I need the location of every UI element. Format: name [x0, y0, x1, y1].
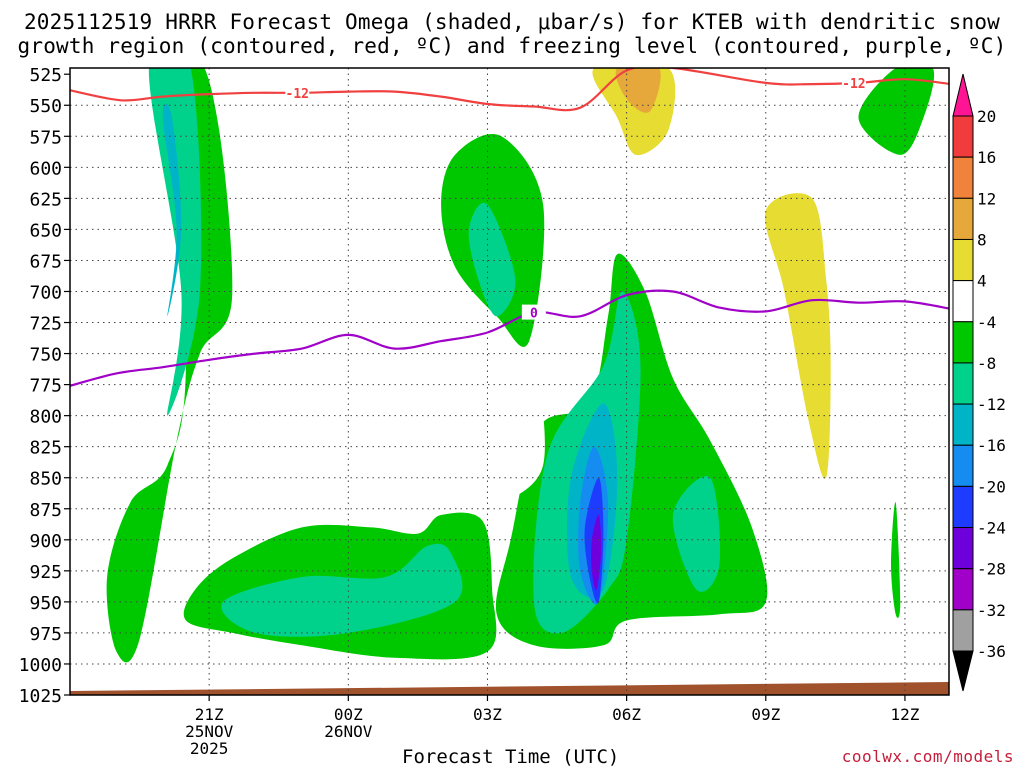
x-tick-label: 06Z — [612, 705, 641, 724]
x-tick-label: 12Z — [890, 705, 919, 724]
y-tick-label: 800 — [29, 407, 62, 428]
omega-region-upper-right-blob — [858, 68, 935, 155]
omega-region-lower-mid-blob — [393, 357, 545, 505]
colorbar-label: 16 — [977, 148, 996, 167]
dendritic-contour-line — [70, 68, 949, 112]
freezing-contour-line — [70, 289, 949, 387]
y-tick-label: 925 — [29, 562, 62, 583]
y-tick-label: 975 — [29, 624, 62, 645]
y-tick-label: 850 — [29, 469, 62, 490]
x-tick-label: 21Z — [195, 705, 224, 724]
omega-region-right-sliver — [891, 502, 901, 619]
omega-region-lower-left-core — [221, 543, 463, 637]
y-tick-label: 725 — [29, 314, 62, 335]
colorbar-swatch — [952, 156, 974, 199]
x-axis-label: Forecast Time (UTC) — [402, 746, 620, 768]
y-tick-label: 825 — [29, 438, 62, 459]
colorbar-swatch — [952, 115, 974, 158]
colorbar-label: -32 — [977, 601, 1006, 620]
x-tick-label: 00Z — [334, 705, 363, 724]
site-credit[interactable]: coolwx.com/models — [841, 747, 1014, 766]
y-tick-label: 875 — [29, 500, 62, 521]
colorbar-label: -20 — [977, 477, 1006, 496]
x-date-label: 25NOV — [185, 722, 234, 741]
colorbar-swatch — [952, 362, 974, 405]
x-date-label: 2025 — [190, 739, 229, 758]
y-tick-label: 650 — [29, 220, 62, 241]
chart-title-line-1: 2025112519 HRRR Forecast Omega (shaded, … — [23, 10, 1001, 34]
omega-region-mid-core — [468, 202, 516, 317]
colorbar-label: 12 — [977, 189, 996, 208]
colorbar-swatch — [952, 444, 974, 487]
chart-title-line-2: growth region (contoured, red, ºC) and f… — [17, 34, 1007, 58]
colorbar: 20 16 12 8 4 -4 -8 -12 -16 -20 -24 -28 -32 -36 — [952, 73, 1006, 692]
omega-shading — [106, 68, 949, 663]
contour-lines: -12 -12 0 — [70, 68, 949, 387]
omega-region-right-core — [672, 476, 721, 592]
colorbar-swatch — [952, 527, 974, 570]
y-tick-label: 1000 — [19, 655, 62, 676]
colorbar-label: -36 — [977, 642, 1006, 661]
colorbar-swatch — [952, 403, 974, 446]
colorbar-swatch — [952, 485, 974, 529]
colorbar-label: 4 — [977, 272, 987, 291]
ground-polygon — [70, 682, 949, 695]
colorbar-top-arrow — [952, 73, 974, 117]
colorbar-swatch — [952, 321, 974, 364]
dendritic-contour-label-1: -12 — [286, 87, 309, 102]
colorbar-swatch — [952, 280, 974, 323]
dendritic-contour-label-bg — [841, 74, 866, 90]
y-tick-label: 775 — [29, 376, 62, 397]
y-tick-label: 900 — [29, 531, 62, 552]
grid-lines — [70, 68, 949, 695]
dendritic-contour-label-bg — [285, 84, 310, 100]
colorbar-label: -16 — [977, 436, 1006, 455]
colorbar-label: -24 — [977, 519, 1006, 538]
y-tick-label: 550 — [29, 96, 62, 117]
x-tick-label: 09Z — [751, 705, 780, 724]
y-axis: 525 550 575 600 625 650 675 700 725 750 775 800 825 8… — [19, 65, 70, 707]
y-tick-label: 575 — [29, 127, 62, 148]
ground-surface — [70, 682, 949, 695]
y-tick-label: 600 — [29, 158, 62, 179]
dendritic-contour-label-2: -12 — [842, 77, 865, 92]
colorbar-label: -4 — [977, 313, 996, 332]
colorbar-label: -12 — [977, 395, 1006, 414]
omega-region-left-column-core — [162, 103, 182, 317]
omega-region-upper-right-band — [519, 68, 880, 503]
omega-region-upper-left-core — [148, 68, 202, 416]
colorbar-label: 8 — [977, 230, 987, 249]
omega-region-right-core-8 — [764, 193, 831, 479]
colorbar-label: -8 — [977, 354, 996, 373]
colorbar-swatch — [952, 568, 974, 611]
plot-frame — [69, 67, 950, 696]
y-tick-label: 525 — [29, 65, 62, 86]
y-tick-label: 1025 — [19, 686, 62, 707]
x-tick-label: 03Z — [473, 705, 502, 724]
y-tick-label: 625 — [29, 189, 62, 210]
colorbar-bottom-arrow — [952, 650, 974, 692]
y-tick-label: 950 — [29, 593, 62, 614]
x-date-label: 26NOV — [324, 722, 373, 741]
omega-region-right-edge — [942, 377, 949, 492]
plot-area: -12 -12 0 — [69, 67, 950, 696]
colorbar-label: 20 — [977, 107, 996, 126]
colorbar-swatch — [952, 609, 974, 652]
y-tick-label: 700 — [29, 282, 62, 303]
freezing-contour-label-bg — [521, 304, 546, 320]
colorbar-swatch — [952, 238, 974, 282]
freezing-contour-label-1: 0 — [530, 307, 538, 322]
y-tick-label: 675 — [29, 251, 62, 272]
y-tick-label: 750 — [29, 345, 62, 366]
colorbar-swatch — [952, 197, 974, 240]
colorbar-label: -28 — [977, 560, 1006, 579]
